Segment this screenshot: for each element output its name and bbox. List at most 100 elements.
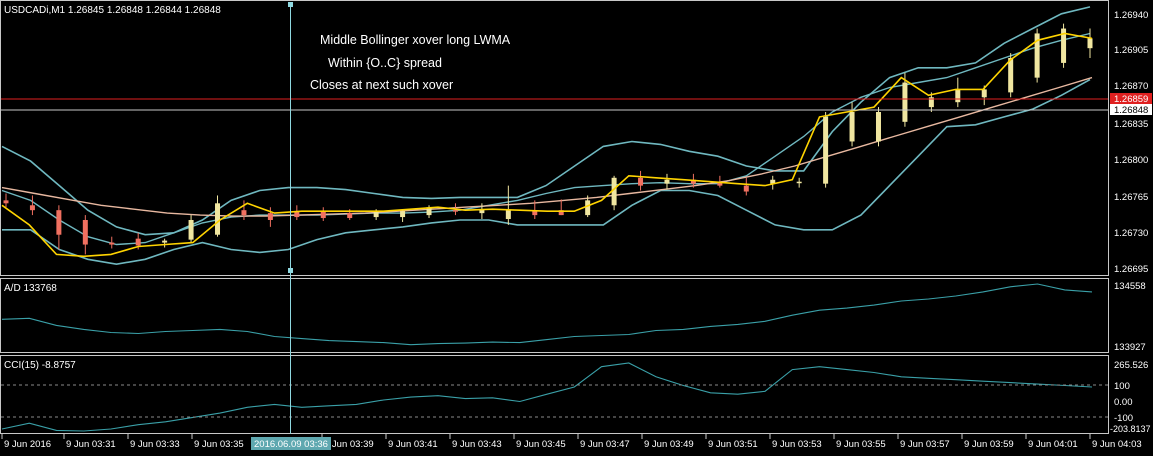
time-label: 9 Jun 03:33	[130, 439, 180, 450]
ad-scale-label: 133927	[1114, 342, 1146, 353]
candle[interactable]	[109, 236, 115, 249]
ad-series-line	[1, 283, 1093, 346]
candle-body	[690, 179, 696, 184]
candle-body	[347, 213, 353, 219]
candle-body	[82, 220, 88, 245]
time-axis[interactable]: 9 Jun 2016 9 Jun 03:31 9 Jun 03:33 9 Jun 03…	[1, 434, 1142, 450]
candle-body	[294, 211, 300, 218]
candle[interactable]	[320, 207, 326, 221]
ad-scale-label: 134558	[1114, 281, 1146, 292]
candle-body	[823, 116, 829, 184]
candle-body	[796, 181, 802, 184]
candle[interactable]	[400, 209, 406, 222]
main-panel-frame	[0, 0, 1109, 276]
crosshair-time-box	[251, 437, 331, 450]
candle[interactable]	[823, 112, 829, 188]
candle[interactable]	[1087, 28, 1093, 58]
candle[interactable]	[215, 195, 221, 237]
crosshair-time-label: 2016.06.09 03:36	[254, 439, 328, 450]
candle-body	[505, 210, 511, 220]
price-label: 1.26730	[1114, 228, 1148, 239]
candle[interactable]	[505, 185, 511, 225]
candle[interactable]	[1034, 28, 1040, 83]
candle[interactable]	[902, 72, 908, 127]
time-label: 9 Jun 03:35	[194, 439, 244, 450]
time-label: 9 Jun 03:51	[708, 439, 758, 450]
candle[interactable]	[188, 215, 194, 243]
candle-body	[558, 210, 564, 216]
candle-body	[532, 210, 538, 216]
candle[interactable]	[56, 205, 62, 250]
candle-body	[29, 205, 35, 211]
time-label: 9 Jun 03:59	[964, 439, 1014, 450]
candle-body	[479, 209, 485, 214]
candle-body	[955, 89, 961, 103]
candle-body	[849, 112, 855, 142]
main-panel-title: USDCADi,M1 1.26845 1.26848 1.26844 1.268…	[4, 5, 221, 16]
candle[interactable]	[875, 107, 881, 147]
candle[interactable]	[3, 193, 9, 208]
price-label: 1.26765	[1114, 192, 1148, 203]
price-scale[interactable]: 1.26940 1.26905 1.26870 1.26835 1.26800 …	[1110, 10, 1152, 275]
lwma-line	[1, 76, 1093, 217]
cci-scale-label: -100	[1114, 413, 1133, 424]
fast-series-line	[1, 32, 1093, 258]
cci-scale-label: 100	[1114, 381, 1130, 392]
candle[interactable]	[241, 200, 247, 220]
candle[interactable]	[162, 238, 168, 248]
candle[interactable]	[664, 173, 670, 190]
candle-body	[320, 211, 326, 219]
candle[interactable]	[955, 77, 961, 108]
candle-body	[56, 210, 62, 235]
candle-body	[981, 89, 987, 98]
candle[interactable]	[558, 199, 564, 216]
fast-line	[1, 32, 1093, 258]
cci-scale-label: 0.00	[1114, 397, 1133, 408]
annotation-line-1: Middle Bollinger xover long LWMA	[320, 33, 511, 47]
time-label: 9 Jun 04:03	[1092, 439, 1142, 450]
candle-body	[400, 211, 406, 218]
crosshair-handle-top[interactable]	[288, 2, 293, 7]
candle-body	[638, 177, 644, 186]
bollinger-bands	[1, 6, 1091, 266]
candle-body	[717, 181, 723, 186]
candle[interactable]	[479, 203, 485, 220]
candle[interactable]	[611, 175, 617, 211]
candle-body	[875, 112, 881, 142]
bid-price-label: 1.26859	[1114, 94, 1148, 105]
candle[interactable]	[928, 92, 934, 112]
annotation-line-2: Within {O..C} spread	[328, 56, 442, 70]
crosshair-handle-bottom[interactable]	[288, 268, 293, 273]
candle[interactable]	[743, 177, 749, 196]
candle-body	[373, 211, 379, 218]
candles[interactable]	[3, 23, 1093, 255]
time-label: 9 Jun 03:31	[66, 439, 116, 450]
candle-body	[902, 82, 908, 122]
candle-body	[215, 203, 221, 235]
cci-scale-label: 265.526	[1114, 360, 1148, 371]
price-label: 1.26800	[1114, 155, 1148, 166]
candle-body	[135, 238, 141, 246]
candle[interactable]	[1061, 23, 1067, 68]
candle[interactable]	[29, 195, 35, 216]
current-price-box	[1110, 104, 1152, 115]
candle-body	[1087, 38, 1093, 49]
time-label: 9 Jun 03:43	[452, 439, 502, 450]
candle[interactable]	[267, 207, 273, 227]
current-price-label: 1.26848	[1114, 105, 1148, 116]
time-label: 9 Jun 03:49	[644, 439, 694, 450]
candle[interactable]	[82, 215, 88, 255]
lwma-series-line	[1, 76, 1093, 217]
candle[interactable]	[796, 177, 802, 188]
candle-body	[241, 210, 247, 216]
candle[interactable]	[294, 205, 300, 220]
candle-body	[585, 200, 591, 216]
ad-panel-frame	[0, 278, 1109, 353]
candle-body	[770, 179, 776, 184]
candle[interactable]	[770, 175, 776, 190]
cci-indicator	[1, 362, 1093, 432]
ad-panel-title: A/D 133768	[4, 283, 57, 294]
candle[interactable]	[638, 170, 644, 191]
candle[interactable]	[532, 200, 538, 220]
